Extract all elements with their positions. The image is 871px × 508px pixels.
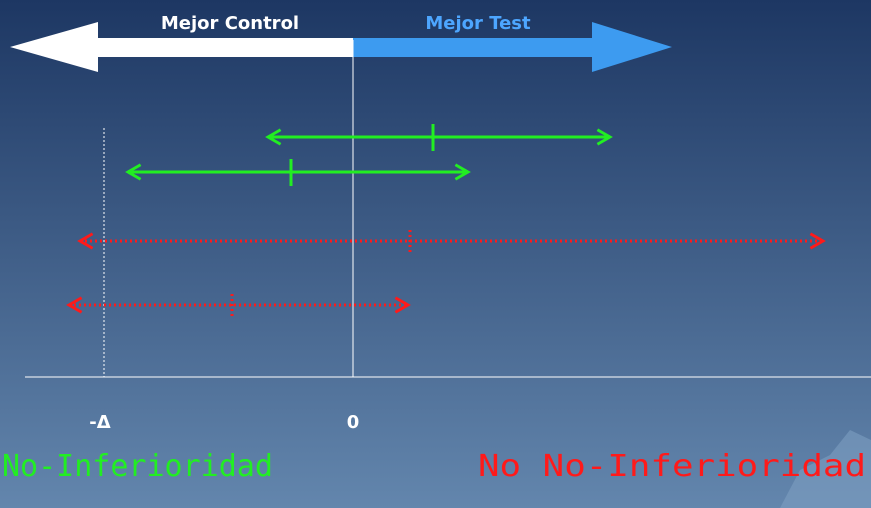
conclusion-red: No No-Inferioridad <box>478 449 866 484</box>
right-label: Mejor Test <box>425 13 531 34</box>
mountain-decoration <box>780 430 871 508</box>
zero-label: 0 <box>347 412 360 433</box>
delta-label: -Δ <box>89 412 110 433</box>
left-label: Mejor Control <box>161 13 299 34</box>
conclusion-green: No-Inferioridad <box>2 449 273 484</box>
control-arrow <box>10 22 353 72</box>
test-arrow <box>353 22 672 72</box>
green-intervals <box>125 124 613 186</box>
red-intervals <box>66 230 826 317</box>
